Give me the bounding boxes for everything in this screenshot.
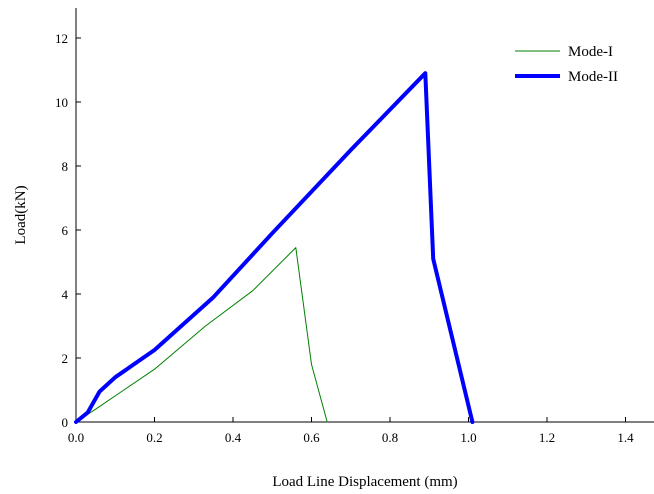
y-tick-label: 12	[55, 31, 68, 46]
x-tick-label: 0.8	[382, 430, 398, 445]
x-tick-label: 0.6	[303, 430, 320, 445]
y-tick-label: 4	[62, 287, 69, 302]
x-tick-label: 1.4	[617, 430, 634, 445]
series-layer	[74, 71, 475, 424]
y-axis-ticks: 0 2 4 6 8 10 12	[55, 31, 81, 430]
x-tick-label: 1.0	[460, 430, 476, 445]
y-tick-label: 8	[62, 159, 69, 174]
series-line-mode-ii	[74, 71, 475, 424]
x-axis-title: Load Line Displacement (mm)	[272, 474, 457, 490]
x-tick-label: 1.2	[539, 430, 555, 445]
y-tick-label: 10	[55, 95, 68, 110]
x-tick-label: 0.4	[225, 430, 242, 445]
plot-frame	[75, 8, 654, 423]
series-line-mode-i	[75, 247, 328, 423]
y-tick-label: 2	[62, 351, 69, 366]
legend-label-mode-i: Mode-I	[568, 44, 613, 60]
y-tick-label: 0	[62, 415, 69, 430]
x-tick-label: 0.2	[146, 430, 162, 445]
legend-label-mode-ii: Mode-II	[568, 69, 618, 85]
y-axis-title: Load(kN)	[13, 185, 29, 244]
legend: Mode-I Mode-II	[515, 44, 618, 85]
x-tick-label: 0.0	[68, 430, 84, 445]
y-tick-label: 6	[62, 223, 69, 238]
x-axis-ticks: 0.0 0.2 0.4 0.6 0.8 1.0 1.2 1.4	[68, 417, 634, 445]
